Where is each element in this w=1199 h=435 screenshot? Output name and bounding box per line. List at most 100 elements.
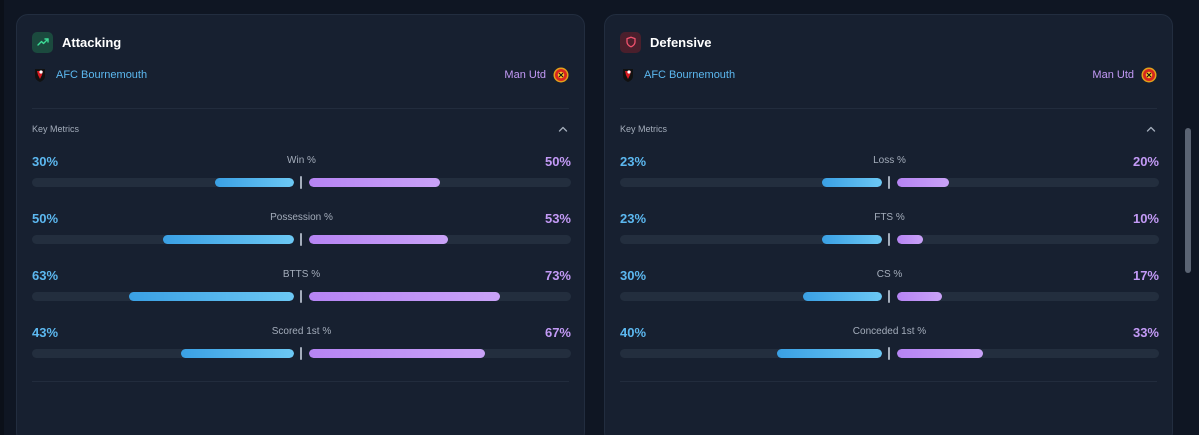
metric-label: BTTS % <box>282 269 321 280</box>
home-bar <box>803 292 882 301</box>
away-bar-track <box>897 235 1159 244</box>
home-team[interactable]: AFC Bournemouth <box>620 67 735 83</box>
man-utd-crest-icon <box>1141 67 1157 83</box>
away-bar <box>309 235 448 244</box>
bournemouth-crest-icon <box>620 67 636 83</box>
away-bar-track <box>309 349 571 358</box>
home-value: 50% <box>32 211 59 226</box>
metric-row: 50% Possession % 53% <box>32 211 571 251</box>
home-bar <box>163 235 294 244</box>
attacking-panel: Attacking AFC Bournemouth Man Utd Key Me… <box>16 14 585 435</box>
away-value: 33% <box>1132 325 1159 340</box>
defensive-panel: Defensive AFC Bournemouth Man Utd Key Me… <box>604 14 1173 435</box>
chevron-up-icon[interactable] <box>1145 123 1157 135</box>
away-team-name: Man Utd <box>1092 69 1134 81</box>
metric-label: Scored 1st % <box>271 326 332 337</box>
chevron-up-icon[interactable] <box>557 123 569 135</box>
metric-label: CS % <box>876 269 903 280</box>
away-bar <box>309 292 500 301</box>
window-edge <box>0 0 4 435</box>
home-bar <box>822 178 882 187</box>
metric-label: Possession % <box>270 212 333 223</box>
away-value: 67% <box>544 325 571 340</box>
page-scrollbar[interactable] <box>1185 128 1191 273</box>
divider <box>32 108 569 109</box>
away-bar <box>309 178 440 187</box>
key-metrics-header[interactable]: Key Metrics <box>32 122 569 136</box>
center-marker <box>888 347 890 360</box>
key-metrics-label: Key Metrics <box>620 124 668 134</box>
panel-title: Attacking <box>62 34 122 50</box>
away-value: 53% <box>544 211 571 226</box>
center-marker <box>888 290 890 303</box>
teams-row: AFC Bournemouth Man Utd <box>32 66 569 84</box>
center-marker <box>300 233 302 246</box>
home-bar-track <box>620 235 882 244</box>
home-team[interactable]: AFC Bournemouth <box>32 67 147 83</box>
home-team-name: AFC Bournemouth <box>56 69 148 81</box>
away-team[interactable]: Man Utd <box>1092 67 1157 83</box>
home-bar <box>181 349 294 358</box>
away-bar-track <box>897 349 1159 358</box>
home-value: 23% <box>620 211 647 226</box>
center-marker <box>300 176 302 189</box>
away-team[interactable]: Man Utd <box>504 67 569 83</box>
home-value: 30% <box>620 268 647 283</box>
away-bar <box>897 349 983 358</box>
metric-row: 30% CS % 17% <box>620 268 1159 308</box>
panel-header: Attacking <box>32 31 121 53</box>
home-team-name: AFC Bournemouth <box>644 69 736 81</box>
divider <box>32 381 569 382</box>
divider <box>620 381 1157 382</box>
metric-label: Loss % <box>873 155 906 166</box>
panel-title: Defensive <box>650 34 712 50</box>
home-bar-track <box>32 178 294 187</box>
away-value: 50% <box>544 154 571 169</box>
home-value: 23% <box>620 154 647 169</box>
center-marker <box>300 347 302 360</box>
teams-row: AFC Bournemouth Man Utd <box>620 66 1157 84</box>
away-bar <box>897 235 923 244</box>
metric-label: Conceded 1st % <box>852 326 927 337</box>
away-value: 20% <box>1132 154 1159 169</box>
panel-header: Defensive <box>620 31 711 53</box>
home-bar-track <box>32 292 294 301</box>
home-value: 43% <box>32 325 59 340</box>
away-bar-track <box>897 178 1159 187</box>
metric-row: 40% Conceded 1st % 33% <box>620 325 1159 365</box>
away-team-name: Man Utd <box>504 69 546 81</box>
home-value: 30% <box>32 154 59 169</box>
away-value: 10% <box>1132 211 1159 226</box>
metric-label: FTS % <box>874 212 905 223</box>
metric-row: 23% FTS % 10% <box>620 211 1159 251</box>
home-bar <box>215 178 294 187</box>
home-bar <box>822 235 882 244</box>
away-bar-track <box>897 292 1159 301</box>
away-bar-track <box>309 292 571 301</box>
home-bar-track <box>32 349 294 358</box>
key-metrics-label: Key Metrics <box>32 124 80 134</box>
away-bar-track <box>309 235 571 244</box>
home-bar-track <box>32 235 294 244</box>
away-value: 17% <box>1132 268 1159 283</box>
away-bar <box>897 292 942 301</box>
home-bar-track <box>620 292 882 301</box>
center-marker <box>300 290 302 303</box>
home-bar-track <box>620 349 882 358</box>
key-metrics-header[interactable]: Key Metrics <box>620 122 1157 136</box>
trending-up-icon <box>32 31 53 53</box>
shield-icon <box>620 31 641 53</box>
metric-row: 63% BTTS % 73% <box>32 268 571 308</box>
center-marker <box>888 176 890 189</box>
metric-row: 30% Win % 50% <box>32 154 571 194</box>
away-bar-track <box>309 178 571 187</box>
home-bar <box>129 292 294 301</box>
divider <box>620 108 1157 109</box>
man-utd-crest-icon <box>553 67 569 83</box>
metric-label: Win % <box>287 155 316 166</box>
bournemouth-crest-icon <box>32 67 48 83</box>
away-value: 73% <box>544 268 571 283</box>
home-value: 40% <box>620 325 647 340</box>
metric-row: 23% Loss % 20% <box>620 154 1159 194</box>
home-value: 63% <box>32 268 59 283</box>
